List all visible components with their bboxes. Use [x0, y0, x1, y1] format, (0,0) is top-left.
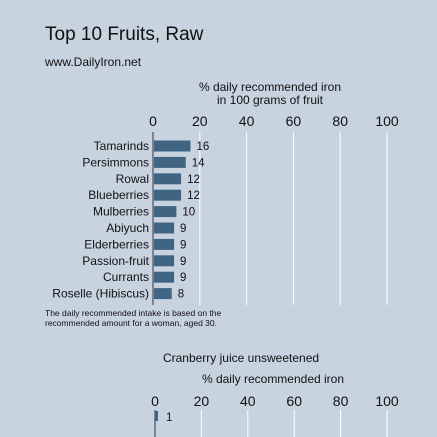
- x-tick-label: 100: [375, 113, 399, 129]
- category-label: Tamarinds: [94, 139, 149, 153]
- value-label: 16: [196, 141, 209, 153]
- value-label: 12: [187, 190, 200, 202]
- x-tick-label: 100: [375, 393, 399, 409]
- x-tick-label: 20: [192, 113, 208, 129]
- x-tick-labels: 0 20 40 60 80 100: [149, 113, 399, 129]
- bar: [155, 411, 158, 421]
- page-title: Top 10 Fruits, Raw: [45, 24, 204, 45]
- x-tick-label: 60: [286, 113, 302, 129]
- value-label: 10: [182, 207, 195, 219]
- category-label: Blueberries: [88, 188, 149, 202]
- value-label: 14: [192, 157, 205, 169]
- category-label: Currants: [103, 270, 149, 284]
- secondary-chart: Cranberry juice unsweetened % daily reco…: [151, 351, 399, 437]
- bar: [154, 288, 172, 300]
- value-label: 12: [187, 174, 200, 186]
- x-tick-label: 80: [332, 113, 348, 129]
- x-axis-label-line-2: in 100 grams of fruit: [217, 93, 324, 107]
- category-label: Rowal: [116, 172, 149, 186]
- bar: [154, 238, 175, 250]
- x-tick-label: 80: [333, 393, 349, 409]
- bar: [154, 206, 177, 218]
- gridlines: [199, 132, 388, 305]
- bar: [154, 189, 182, 201]
- secondary-gridlines: [200, 410, 388, 437]
- value-label: 9: [180, 272, 186, 284]
- secondary-chart-title: Cranberry juice unsweetened: [163, 351, 319, 365]
- x-axis-label-line-1: % daily recommended iron: [199, 80, 341, 94]
- secondary-x-axis-label: % daily recommended iron: [202, 372, 344, 386]
- value-labels: 16 14 12 12 10 9 9 9 9 8: [178, 141, 210, 301]
- category-label: Passion-fruit: [82, 254, 149, 268]
- x-tick-label: 40: [239, 113, 255, 129]
- x-tick-label: 0: [151, 393, 159, 409]
- x-tick-label: 40: [240, 393, 256, 409]
- footnote-line-1: The daily recommended intake is based on…: [45, 308, 222, 318]
- page-subtitle: www.DailyIron.net: [45, 55, 142, 69]
- bar: [154, 173, 182, 185]
- bars: [154, 140, 191, 300]
- x-tick-label: 0: [149, 113, 157, 129]
- category-label: Elderberries: [84, 237, 149, 251]
- secondary-value-labels: 1: [166, 412, 172, 424]
- category-label: Abiyuch: [106, 221, 149, 235]
- secondary-bars: [155, 411, 158, 421]
- value-label: 8: [178, 289, 184, 301]
- value-label: 9: [180, 256, 186, 268]
- bar: [154, 271, 175, 283]
- bar: [154, 140, 191, 152]
- value-label: 9: [180, 239, 186, 251]
- main-chart: % daily recommended iron in 100 grams of…: [45, 80, 399, 328]
- value-label: 1: [166, 412, 172, 424]
- x-tick-label: 20: [194, 393, 210, 409]
- category-label: Persimmons: [82, 155, 149, 169]
- bar: [154, 156, 186, 168]
- category-labels: Tamarinds Persimmons Rowal Blueberries Mulbe…: [52, 139, 149, 301]
- category-label: Mulberries: [93, 205, 149, 219]
- bar: [154, 255, 175, 267]
- value-label: 9: [180, 223, 186, 235]
- footnote-line-2: recommended amount for a woman, aged 30.: [45, 318, 217, 328]
- bar: [154, 222, 175, 234]
- x-tick-label: 60: [286, 393, 302, 409]
- category-label: Roselle (Hibiscus): [52, 287, 149, 301]
- secondary-x-tick-labels: 0 20 40 60 80 100: [151, 393, 399, 409]
